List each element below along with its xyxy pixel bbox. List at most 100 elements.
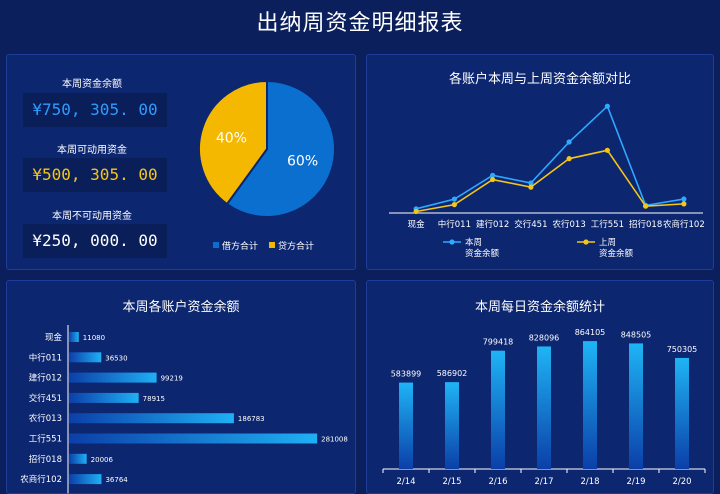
hbar-value-label-3: 78915 — [143, 395, 165, 403]
pie-slice-0 — [225, 79, 336, 218]
vbar-value-label-6: 750305 — [667, 345, 698, 354]
kpi-value-unavailable: ¥250, 000. 00 — [23, 224, 167, 258]
vbar-bar-1 — [445, 382, 459, 469]
hbar-category-label-3: 交行451 — [29, 393, 62, 404]
kpi-label-unavailable: 本周不可动用资金 — [52, 211, 132, 222]
hbar-chart-panel: 本周各账户资金余额 现金 11080 中行011 36530 建行012 99219 交行4… — [6, 280, 356, 494]
page-title: 出纳周资金明细报表 — [256, 11, 464, 36]
line-point-0-3 — [528, 180, 534, 186]
pie-slice-label-1: 40% — [216, 130, 247, 146]
vbar-value-label-3: 828096 — [529, 333, 560, 342]
hbar-bar-2 — [69, 372, 157, 383]
line-legend-dot-1 — [583, 239, 589, 245]
kpi-label-available: 本周可动用资金 — [57, 145, 127, 156]
line-point-1-6 — [643, 203, 649, 209]
hbar-category-label-7: 农商行102 — [20, 474, 62, 485]
hbar-category-label-6: 招行018 — [29, 454, 62, 465]
hbar-value-label-6: 20006 — [91, 456, 114, 464]
vbar-chart: 583899 2/14 586902 2/15 799418 2/16 828096 2/17… — [382, 328, 706, 487]
line-legend-dot-0 — [449, 239, 455, 245]
line-legend-label-1-1: 资金余额 — [599, 248, 634, 259]
vbar-x-tick-label-5: 2/19 — [626, 477, 645, 487]
vbar-x-tick-label-1: 2/15 — [442, 477, 461, 487]
hbar-value-label-1: 36530 — [105, 354, 127, 362]
vbar-value-label-2: 799418 — [483, 338, 514, 347]
vbar-bar-5 — [629, 343, 643, 469]
hbar-category-label-1: 中行011 — [29, 352, 62, 363]
vbar-value-label-0: 583899 — [391, 370, 422, 379]
pie-legend-label-1: 贷方合计 — [278, 240, 314, 252]
kpi-label-balance: 本周资金余额 — [62, 79, 122, 90]
line-point-0-1 — [451, 196, 457, 202]
vbar-bar-2 — [491, 350, 505, 469]
hbar-bar-6 — [69, 453, 87, 464]
line-legend-label-1-0: 上周 — [599, 238, 616, 248]
vbar-value-label-4: 864105 — [575, 328, 606, 337]
line-point-0-4 — [566, 139, 572, 145]
line-chart: 现金 中行011 建行012 交行451 农行013 工行551 招行018 农商行102 本周… — [389, 103, 705, 259]
vbar-value-label-5: 848505 — [621, 330, 652, 339]
line-point-1-1 — [451, 202, 457, 208]
line-point-1-3 — [528, 184, 534, 190]
vbar-x-tick-label-2: 2/16 — [488, 477, 507, 487]
pie-legend-swatch-0 — [213, 242, 219, 248]
hbar-value-label-2: 99219 — [161, 375, 183, 383]
vbar-bar-3 — [537, 346, 551, 469]
kpi-value-available: ¥500, 305. 00 — [23, 158, 167, 192]
line-x-tick-1: 中行011 — [438, 219, 471, 230]
hbar-category-label-5: 工行551 — [29, 434, 62, 445]
vbar-x-tick-label-6: 2/20 — [672, 477, 691, 487]
hbar-category-label-2: 建行012 — [29, 373, 62, 384]
line-point-0-2 — [490, 172, 496, 178]
line-point-0-5 — [604, 103, 610, 109]
hbar-value-label-0: 11080 — [83, 334, 105, 342]
hbar-value-label-5: 281008 — [321, 436, 348, 444]
line-point-1-5 — [604, 147, 610, 153]
line-x-tick-2: 建行012 — [476, 219, 509, 230]
hbar-value-label-4: 186783 — [238, 415, 265, 423]
hbar-bar-7 — [69, 474, 102, 485]
line-series-0 — [415, 104, 685, 210]
vbar-x-tick-label-0: 2/14 — [396, 477, 415, 487]
vbar-bar-4 — [583, 341, 597, 469]
line-x-tick-0: 现金 — [408, 219, 426, 230]
pie-slice-label-0: 60% — [287, 154, 318, 170]
hbar-chart: 现金 11080 中行011 36530 建行012 99219 交行451 78915 农行0… — [20, 325, 348, 494]
hbar-bar-4 — [69, 413, 234, 424]
line-point-1-4 — [566, 156, 572, 162]
pie-legend-label-0: 借方合计 — [222, 240, 258, 252]
line-point-1-2 — [490, 176, 496, 183]
line-series-1 — [415, 149, 684, 213]
vbar-x-tick-label-3: 2/17 — [534, 477, 553, 487]
hbar-bar-3 — [69, 392, 139, 403]
hbar-chart-title: 本周各账户资金余额 — [122, 300, 240, 315]
pie-legend-swatch-1 — [269, 242, 275, 248]
line-point-1-7 — [681, 201, 687, 207]
line-legend-label-0-1: 资金余额 — [465, 248, 500, 259]
vbar-chart-panel: 本周每日资金余额统计 583899 2/14 586902 2/15 799418 2/1… — [366, 280, 714, 494]
hbar-bar-1 — [69, 352, 102, 363]
vbar-bar-6 — [675, 357, 689, 469]
pie-chart: 60% 40% 借方合计 贷方合计 — [198, 79, 336, 252]
line-x-tick-7: 农商行102 — [663, 219, 705, 230]
line-chart-panel: 各账户本周与上周资金余额对比 现金 中行011 建行012 交行451 农行013 工行5… — [366, 54, 714, 270]
line-x-tick-5: 工行551 — [591, 219, 624, 230]
pie-slice-1 — [198, 79, 268, 206]
hbar-category-label-4: 农行013 — [29, 413, 62, 424]
line-point-1-0 — [413, 208, 419, 215]
line-x-tick-4: 农行013 — [553, 219, 586, 230]
hbar-category-label-0: 现金 — [45, 332, 63, 343]
hbar-bar-0 — [69, 332, 79, 342]
line-legend-label-0-0: 本周 — [465, 237, 482, 248]
kpi-value-balance: ¥750, 305. 00 — [23, 93, 167, 127]
hbar-value-label-7: 36764 — [105, 476, 128, 484]
vbar-bar-0 — [399, 382, 413, 469]
hbar-bar-5 — [69, 433, 318, 444]
summary-panel: 本周资金余额 ¥750, 305. 00 本周可动用资金 ¥500, 305. … — [6, 54, 356, 270]
line-x-tick-3: 交行451 — [514, 219, 547, 230]
vbar-chart-title: 本周每日资金余额统计 — [474, 300, 605, 315]
line-x-tick-6: 招行018 — [629, 219, 662, 230]
line-point-0-7 — [681, 196, 687, 202]
vbar-value-label-1: 586902 — [437, 369, 468, 378]
line-chart-title: 各账户本周与上周资金余额对比 — [448, 72, 631, 87]
